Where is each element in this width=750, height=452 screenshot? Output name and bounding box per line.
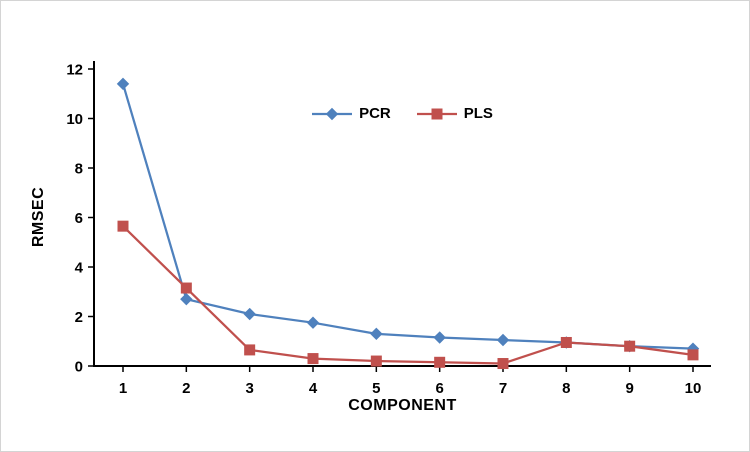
marker-square-icon (560, 336, 572, 348)
x-tick-label: 4 (309, 380, 318, 397)
series-pls (117, 220, 699, 370)
marker-diamond-icon (180, 292, 193, 306)
x-tick-label: 6 (435, 380, 443, 397)
marker-square-icon (117, 220, 129, 232)
marker-square-icon (431, 108, 443, 119)
series-line (122, 225, 694, 365)
y-tick-label: 8 (75, 161, 83, 178)
marker-diamond-icon (116, 77, 130, 91)
x-tick-label: 3 (245, 380, 253, 397)
y-tick-label: 0 (75, 359, 83, 376)
x-tick-label: 5 (372, 380, 380, 397)
x-tick-label: 1 (119, 380, 127, 397)
legend-item-pcr: PCR (312, 105, 391, 122)
marker-square-icon (434, 356, 446, 368)
y-tick-label: 12 (66, 62, 83, 79)
legend-swatch (416, 108, 457, 119)
marker-square-icon (497, 358, 509, 370)
x-tick-label: 9 (625, 380, 633, 397)
legend: PCR PLS (94, 105, 711, 122)
y-axis-title: RMSEC (30, 186, 47, 248)
marker-square-icon (180, 282, 192, 294)
x-tick-label: 8 (562, 380, 570, 397)
legend-item-pls: PLS (416, 105, 493, 122)
legend-label: PLS (463, 105, 493, 122)
legend-swatch (312, 107, 353, 120)
x-tick-label: 2 (182, 380, 190, 397)
marker-diamond-icon (243, 307, 256, 321)
y-tick-label: 6 (75, 210, 83, 227)
marker-diamond-icon (306, 316, 320, 329)
y-tick-label: 10 (66, 111, 83, 128)
marker-square-icon (687, 349, 699, 361)
x-tick-label: 10 (685, 380, 702, 397)
marker-diamond-icon (433, 331, 446, 344)
marker-square-icon (307, 353, 319, 365)
y-tick-label: 2 (75, 309, 83, 326)
marker-square-icon (370, 355, 382, 367)
x-axis-title: COMPONENT (348, 397, 457, 414)
y-tick-label: 4 (75, 260, 84, 277)
x-tick-label: 7 (499, 380, 507, 397)
marker-diamond-icon (370, 327, 383, 341)
legend-label: PCR (359, 105, 391, 122)
marker-square-icon (244, 344, 256, 356)
marker-square-icon (624, 340, 636, 352)
marker-diamond-icon (325, 107, 339, 120)
marker-diamond-icon (496, 333, 510, 347)
